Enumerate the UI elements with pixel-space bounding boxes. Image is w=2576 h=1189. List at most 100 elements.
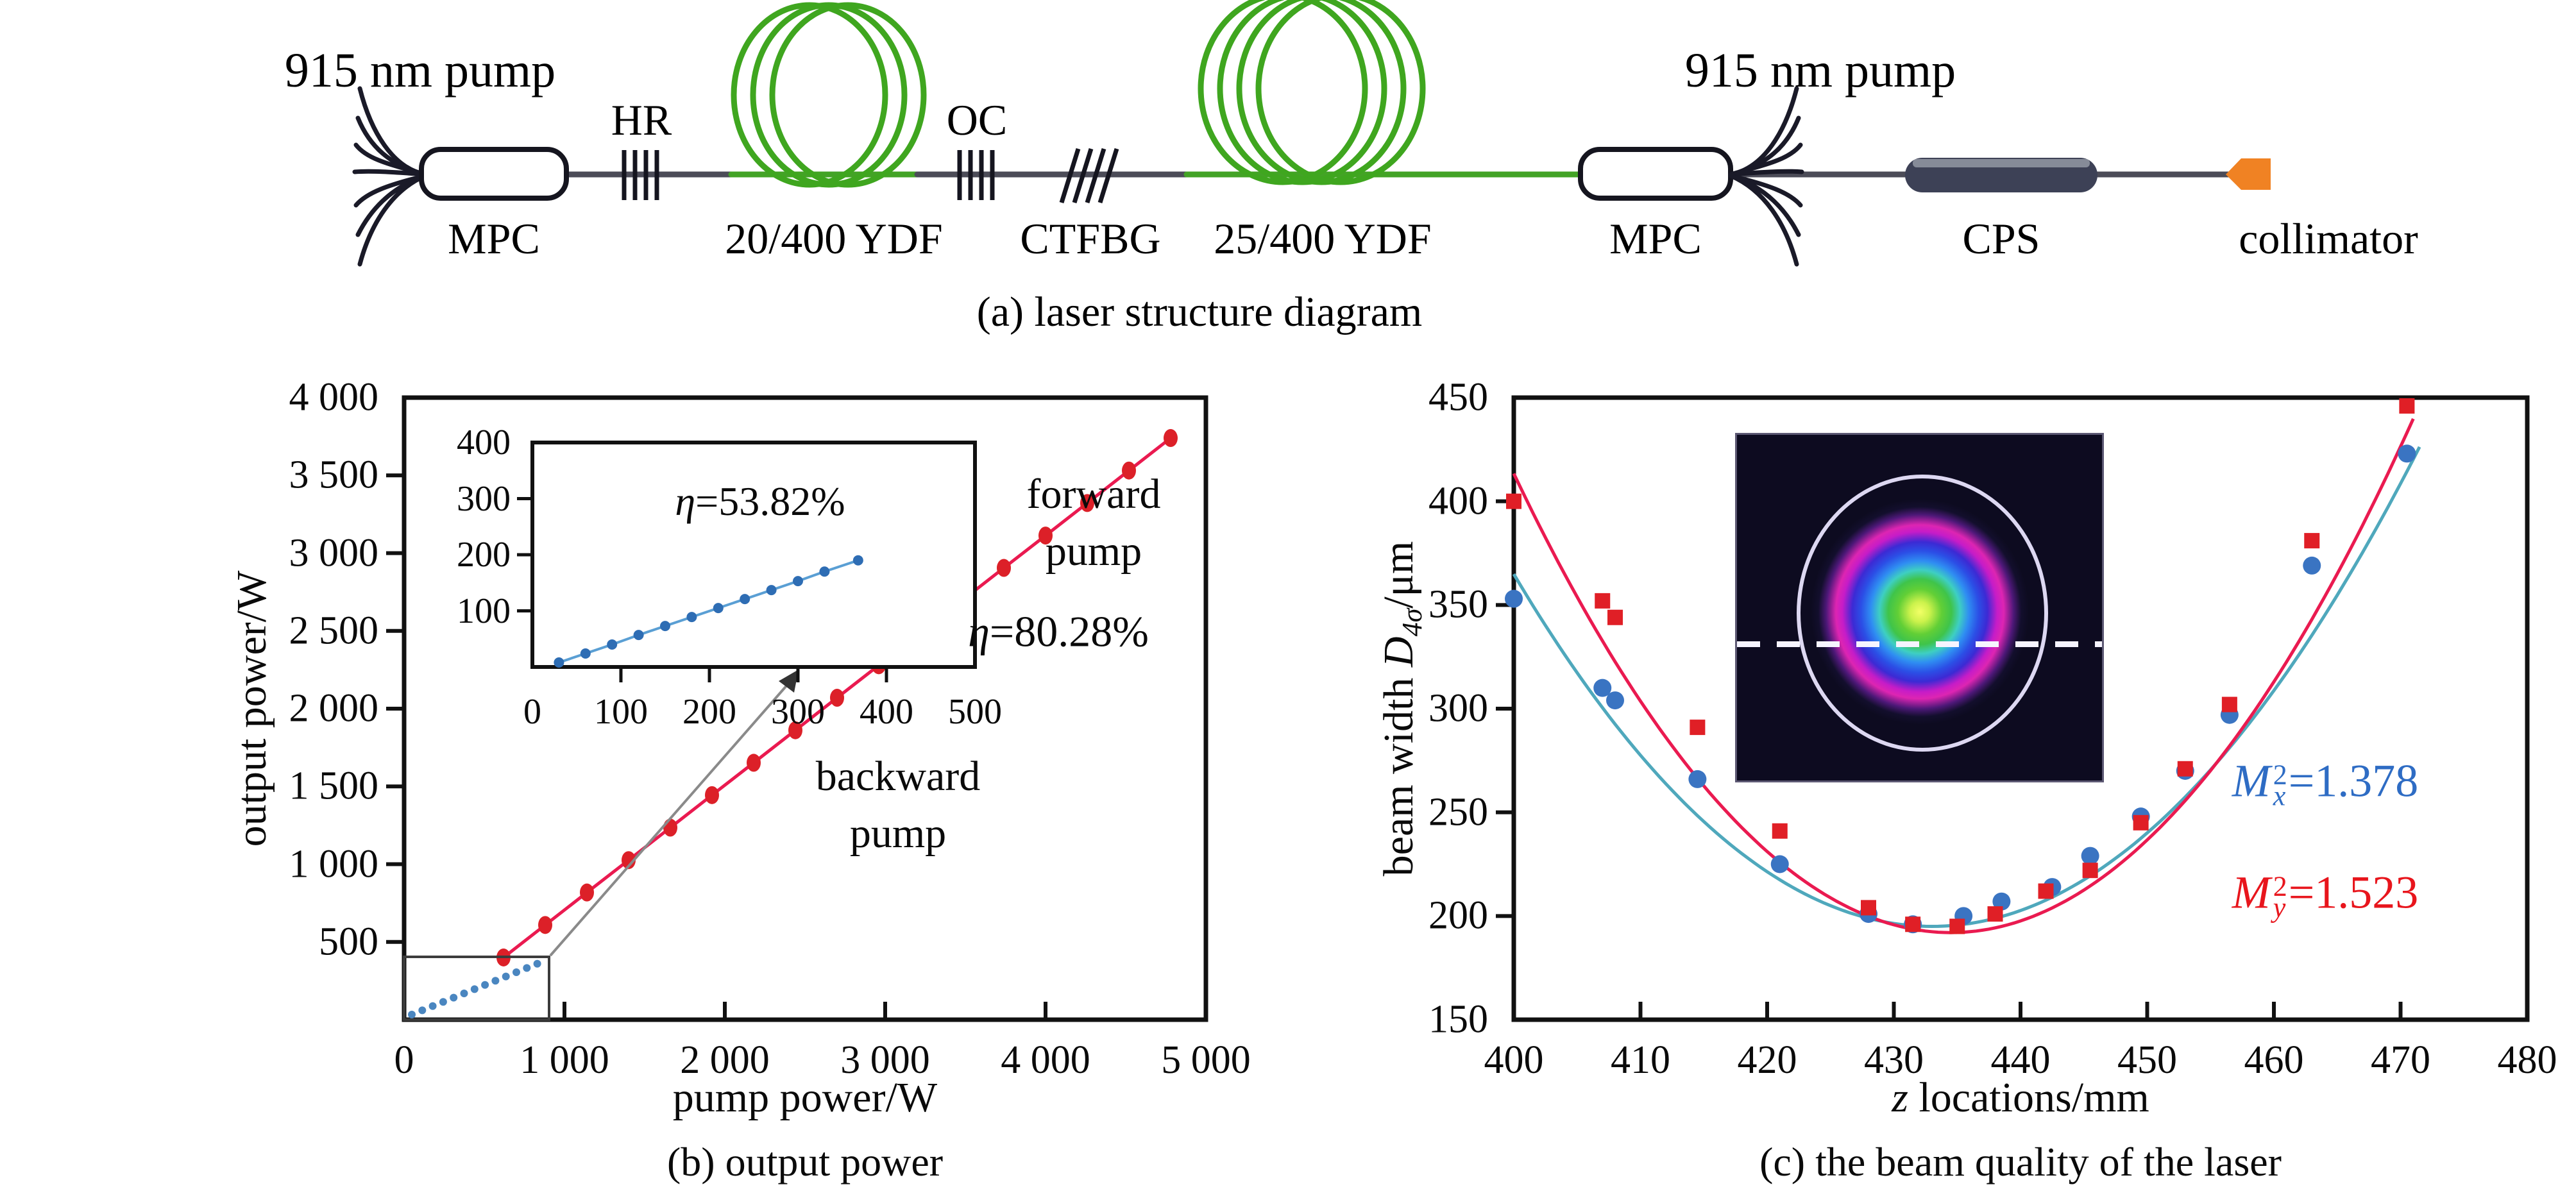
b-data-point [1122,461,1136,480]
c-data-point-Mx2 [2081,847,2099,865]
xlabel-rest: locations/mm [1908,1074,2149,1121]
b-x-tick-label: 4 000 [1001,1038,1090,1082]
eta-symbol: η [675,478,696,524]
b-eta-backward-annotation: η=80.28% [968,607,1149,657]
b-zoom-mini-point [481,981,489,989]
b-inset-y-tick-label: 300 [457,478,511,519]
b-inset-x-tick-label: 500 [948,692,1002,732]
c-x-axis-title: z locations/mm [1892,1074,2149,1122]
pump-left-label: 915 nm pump [285,44,555,97]
b-inset-frame [530,441,977,669]
c-data-point-My2 [2399,398,2415,414]
c-data-point-My2 [2177,761,2193,777]
b-x-tick-label: 2 000 [680,1038,770,1082]
b-inset-y-tick-label: 200 [457,535,511,575]
mpc-right-label: MPC [1609,214,1702,263]
mx-sub: x [2273,780,2286,812]
b-data-point [705,786,719,804]
c-data-point-Mx2 [1593,679,1612,697]
b-inset-data-point [686,612,697,623]
backward-word: backward [815,752,981,800]
b-data-point [538,916,552,934]
panel-b-caption: (b) output power [666,1139,944,1185]
b-inset-data-point [793,576,803,587]
eta-symbol: η [968,607,990,656]
b-zoom-mini-point [470,985,479,993]
hr-label: HR [611,96,672,144]
b-zoom-mini-point [460,990,468,997]
my-sub: y [2273,891,2286,923]
panel-a-caption: (a) laser structure diagram [977,289,1422,335]
c-data-point-My2 [1690,720,1706,736]
b-forward-pump-label: forward pump [1027,466,1161,580]
pump-word: pump [849,810,947,857]
c-data-point-My2 [1595,593,1611,609]
b-x-tick-label: 5 000 [1161,1038,1251,1082]
ydf-small-label: 20/400 YDF [725,214,942,263]
b-zoom-mini-point [439,998,447,1006]
c-data-point-My2 [1905,916,1921,932]
eta-value: =80.28% [989,607,1149,656]
b-zoom-mini-point [408,1011,416,1018]
c-my2-annotation: M 2 y =1.523 [2232,866,2419,923]
c-x-tick-label: 400 [1484,1038,1544,1082]
b-inset-data-point [554,657,564,668]
b-zoom-mini-point [428,1002,437,1010]
c-data-point-Mx2 [1992,892,2011,911]
b-zoom-connector [549,677,794,957]
oc-label: OC [947,96,1007,144]
b-x-tick-label: 0 [394,1038,414,1082]
b-zoom-mini-point [513,968,520,976]
b-inset-eta-annotation: η=53.82% [675,478,845,525]
c-data-point-My2 [2133,814,2149,831]
b-y-tick-label: 3 500 [289,453,379,497]
c-data-point-Mx2 [1770,855,1789,873]
b-y-tick-label: 4 000 [289,375,379,419]
b-zoom-mini-point [450,993,458,1002]
b-inset-data-point [580,648,591,659]
laser-structure-diagram: 915 nm pump 915 nm pump MPC HR 20/400 YD… [285,0,2418,335]
b-zoom-source-box [403,956,550,1021]
c-data-point-My2 [2221,696,2237,713]
mx-value: =1.378 [2288,755,2419,807]
c-x-tick-label: 470 [2371,1038,2430,1082]
my-sup: 2 [2273,870,2287,902]
b-data-point [580,883,594,902]
c-data-point-My2 [2304,533,2320,549]
b-data-point [1080,494,1094,512]
pump-fan-right [1728,86,1804,267]
my-base: M [2232,866,2271,918]
b-data-point [830,689,844,707]
c-y-tick-label: 350 [1428,582,1488,627]
c-x-tick-label: 430 [1864,1038,1924,1082]
collimator-tip [2226,158,2271,190]
b-inset-data-point [852,555,863,566]
beam-aperture-circle [1797,475,2048,752]
b-inset-data-point [766,585,777,596]
b-zoom-mini-point [533,959,541,968]
pump-right-label: 915 nm pump [1685,44,1956,97]
b-data-point [1164,429,1178,448]
c-y-tick-label: 400 [1428,479,1488,523]
c-x-tick-label: 410 [1611,1038,1670,1082]
ctfbg-grating [1059,148,1119,204]
b-zoom-mini-point [523,964,531,972]
ydf-coil-large [1198,0,1426,185]
b-inset-x-tick-label: 300 [771,692,825,732]
mpc-box-left [419,147,569,201]
b-y-tick-label: 2 000 [289,686,379,730]
c-data-point-My2 [1949,918,1965,934]
beam-profile-inset [1735,433,2104,782]
b-y-tick-label: 1 000 [289,842,379,886]
b-zoom-connector-arrow [779,670,799,693]
b-inset-x-tick-label: 100 [594,692,648,732]
mx-base: M [2232,755,2271,807]
ydf-large-label: 25/400 YDF [1214,214,1431,263]
c-mx2-annotation: M 2 x =1.378 [2232,755,2419,812]
eta-value: =53.82% [695,478,845,524]
b-y-tick-label: 1 500 [289,764,379,808]
ylabel-sub: 4σ [1396,608,1428,637]
mx-sup: 2 [2273,759,2287,791]
